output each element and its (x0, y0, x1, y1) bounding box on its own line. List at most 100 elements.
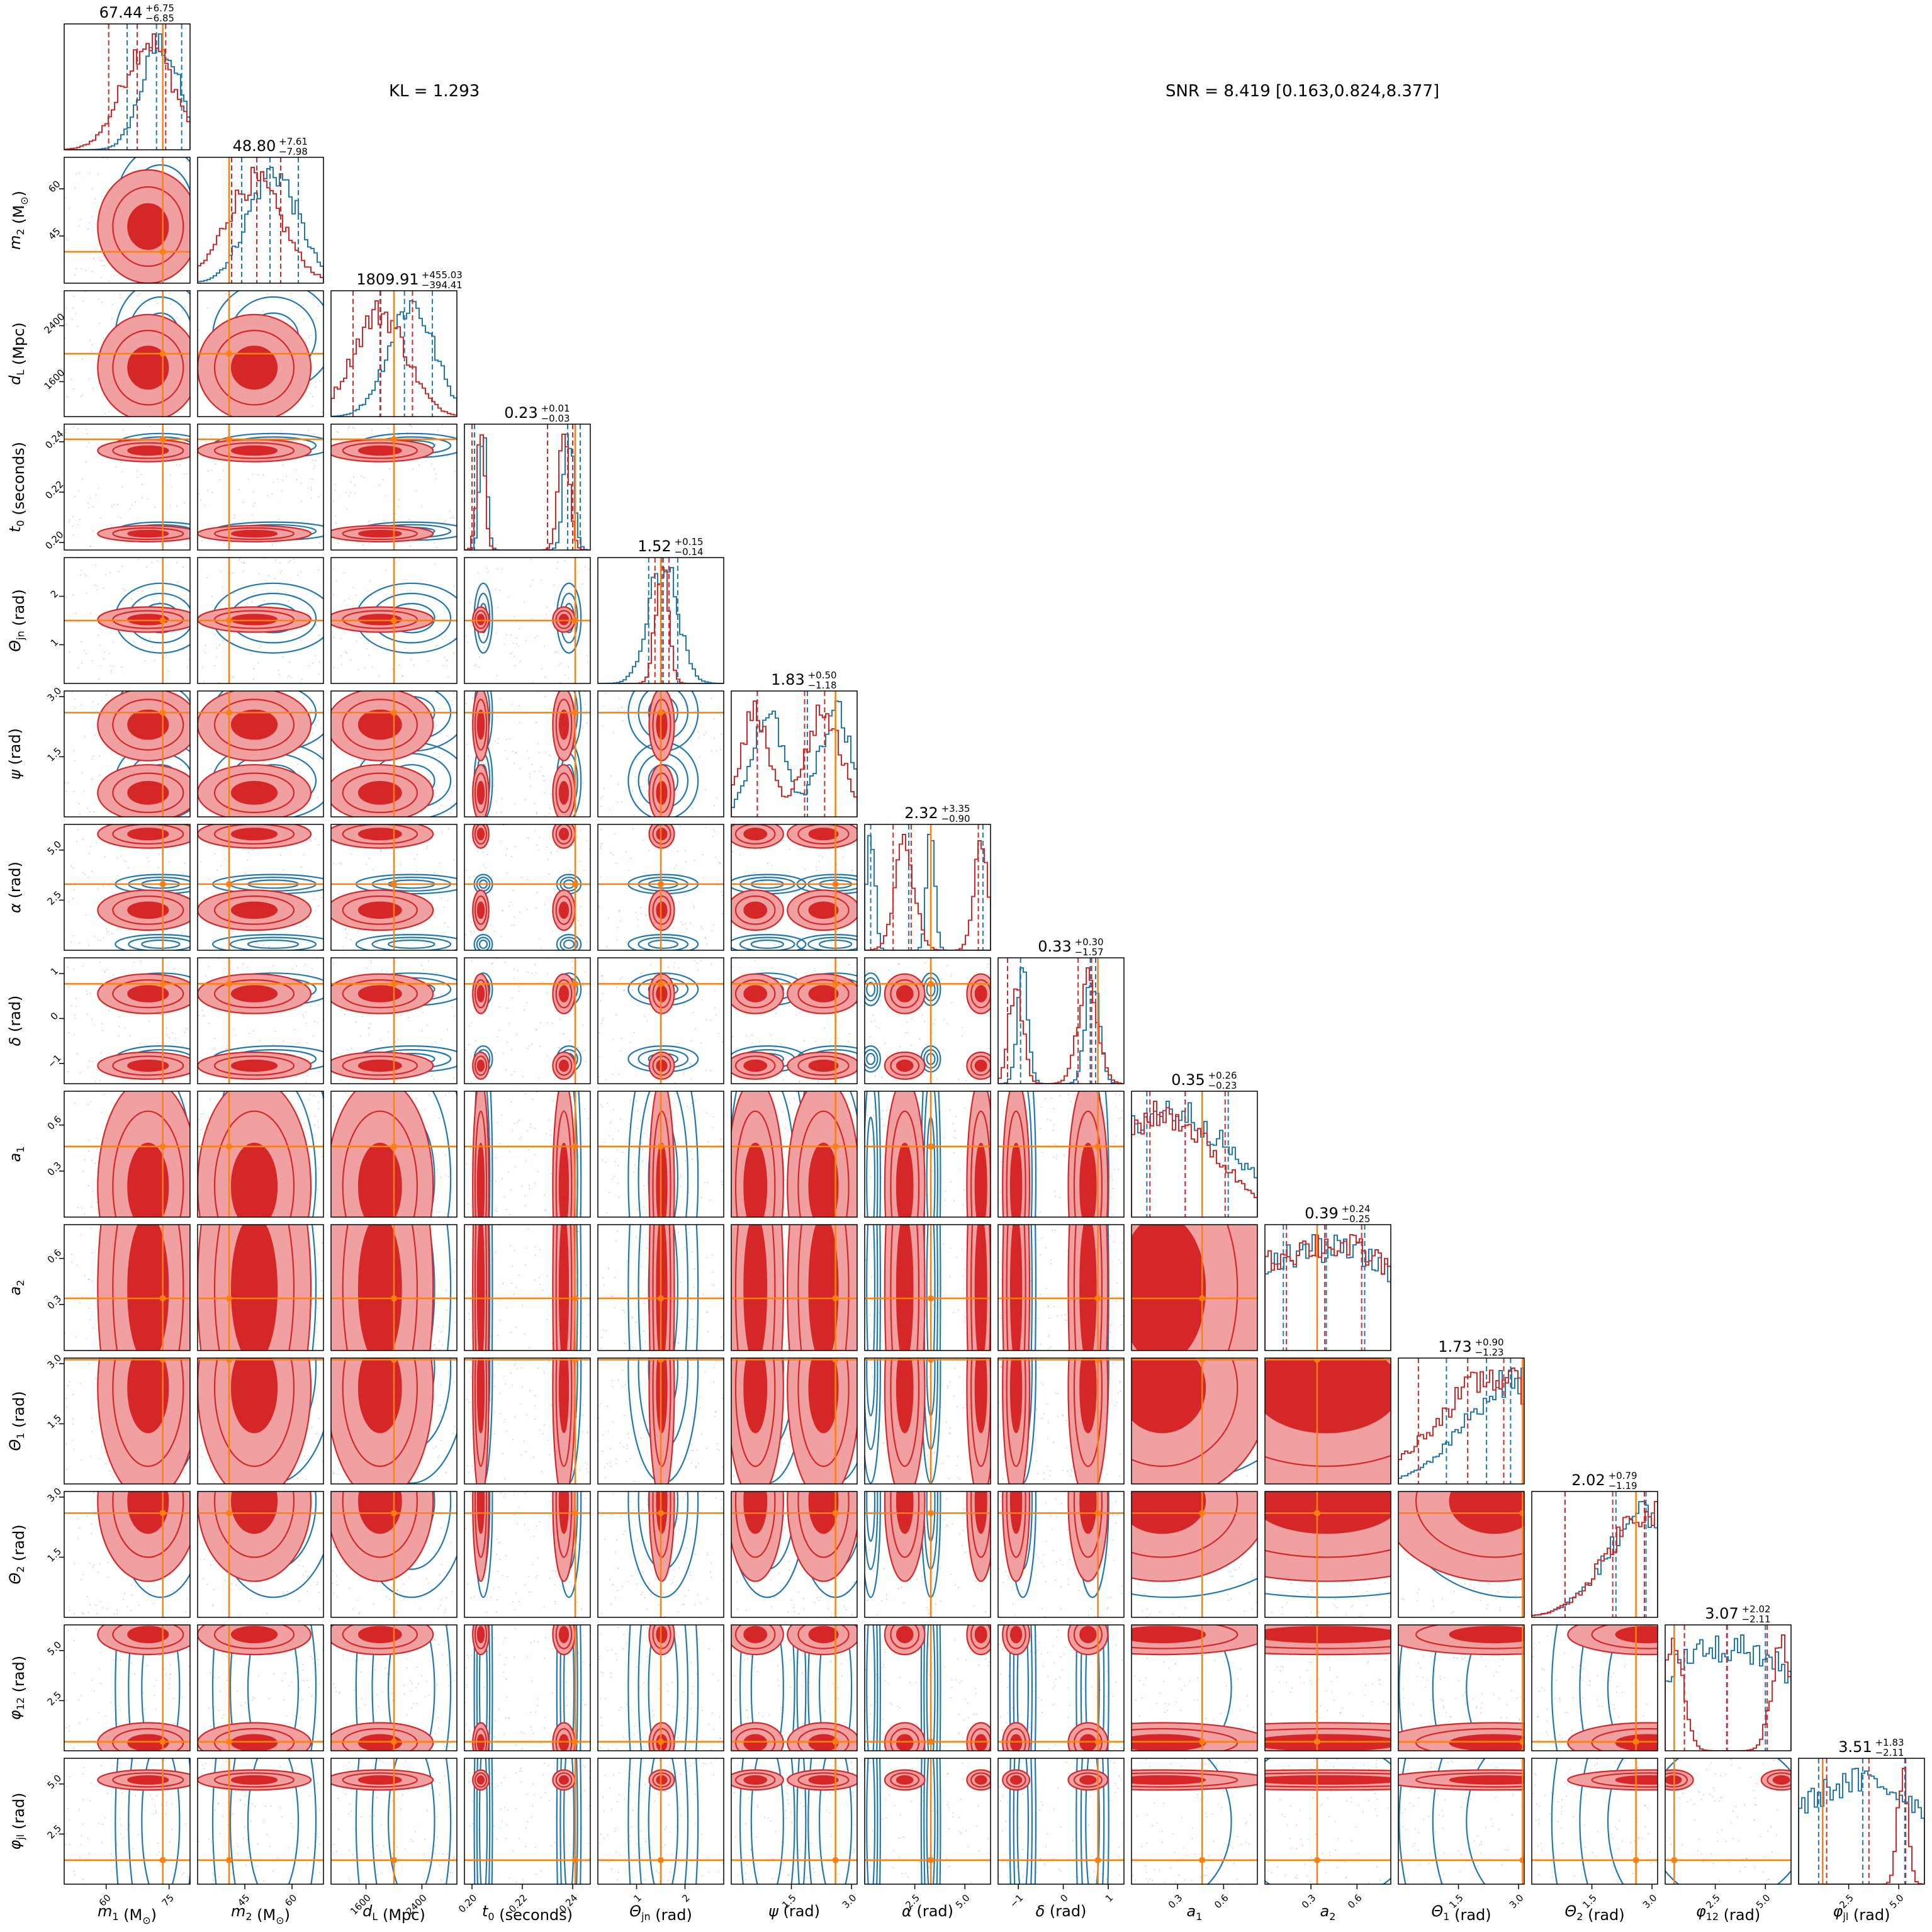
scatter-point (95, 494, 97, 496)
scatter-point (102, 1030, 104, 1031)
scatter-point (955, 1116, 957, 1118)
scatter-point (341, 863, 342, 865)
scatter-point (609, 1135, 610, 1137)
scatter-point (322, 1242, 323, 1244)
scatter-point (311, 710, 313, 712)
scatter-point (351, 1047, 352, 1049)
scatter-point (429, 1094, 430, 1095)
scatter-point (75, 997, 77, 999)
y-tick-label: 1 (48, 965, 60, 977)
scatter-point (314, 465, 316, 467)
scatter-point (73, 750, 75, 751)
scatter-point (306, 889, 308, 891)
scatter-point (576, 836, 578, 838)
scatter-point (799, 1081, 800, 1082)
scatter-point (683, 724, 685, 726)
scatter-point (600, 806, 602, 807)
panel-a1-vs-dL (330, 1091, 458, 1218)
contour-blue-level-2 (866, 1052, 876, 1065)
scatter-point (218, 644, 220, 646)
scatter-point (872, 970, 873, 971)
scatter-point (873, 1115, 875, 1117)
contour-red-level-2 (230, 985, 278, 1003)
scatter-point (516, 643, 518, 645)
scatter-point (93, 258, 94, 259)
scatter-point (64, 782, 66, 784)
scatter-point (253, 668, 255, 670)
scatter-point (691, 1103, 693, 1104)
scatter-point (629, 1123, 630, 1125)
scatter-point (361, 760, 362, 761)
scatter-point (528, 1184, 530, 1186)
scatter-point (422, 969, 424, 970)
scatter-point (274, 578, 276, 579)
contour-red-level-2 (743, 1225, 768, 1351)
scatter-point (282, 656, 284, 658)
scatter-point (415, 1098, 417, 1099)
scatter-point (347, 933, 348, 935)
scatter-point (537, 1171, 539, 1172)
scatter-point (617, 802, 619, 804)
scatter-point (398, 499, 400, 500)
scatter-point (1050, 1120, 1052, 1121)
scatter-point (795, 1091, 797, 1093)
scatter-point (179, 411, 181, 413)
scatter-point (181, 932, 183, 934)
panel-a1-vs-psi (731, 1091, 858, 1218)
scatter-point (1000, 1160, 1002, 1162)
truth-point (391, 980, 397, 987)
scatter-point (698, 737, 700, 738)
scatter-point (625, 941, 627, 943)
scatter-point (950, 1247, 952, 1249)
scatter-point (504, 644, 505, 645)
scatter-point (338, 893, 340, 895)
scatter-point (714, 831, 716, 833)
scatter-point (90, 846, 91, 847)
scatter-point (451, 809, 452, 810)
scatter-point (238, 488, 240, 490)
scatter-point (442, 638, 444, 639)
scatter-point (1122, 1242, 1123, 1244)
scatter-point (506, 739, 507, 740)
hist-a1: 0.35 +0.26−0.23 (1131, 1070, 1258, 1218)
scatter-point (485, 974, 486, 976)
scatter-point (511, 997, 513, 999)
scatter-point (81, 268, 82, 270)
scatter-point (177, 581, 179, 583)
truth-point (1199, 1295, 1206, 1302)
scatter-point (438, 753, 440, 755)
scatter-point (1048, 1317, 1050, 1319)
scatter-point (1113, 1241, 1115, 1242)
scatter-point (520, 877, 522, 878)
scatter-point (675, 902, 677, 904)
scatter-point (371, 429, 373, 430)
scatter-point (293, 327, 295, 329)
scatter-point (490, 1335, 491, 1337)
scatter-point (624, 710, 626, 711)
contour-red-level-2 (896, 1142, 914, 1217)
scatter-point (693, 1325, 695, 1327)
scatter-point (612, 854, 614, 856)
scatter-point (486, 568, 488, 570)
scatter-point (550, 1173, 552, 1174)
scatter-point (1039, 1212, 1041, 1213)
panel-a2-vs-delta (997, 1224, 1125, 1351)
scatter-point (709, 1070, 711, 1072)
scatter-point (490, 1138, 491, 1140)
scatter-point (631, 1317, 633, 1319)
panel-delta-vs-t0 (464, 957, 591, 1084)
scatter-point (1053, 1306, 1055, 1308)
panel-delta-vs-dL (330, 957, 458, 1084)
scatter-point (547, 973, 548, 975)
scatter-point (386, 971, 388, 973)
scatter-point (160, 1014, 162, 1016)
scatter-point (86, 429, 87, 430)
panel-frame (330, 1091, 458, 1218)
hist-title: 0.23 (504, 404, 537, 422)
scatter-point (464, 934, 466, 935)
scatter-point (622, 1152, 624, 1154)
scatter-point (1111, 1175, 1112, 1177)
scatter-point (1038, 1318, 1040, 1320)
scatter-point (311, 879, 312, 880)
contour-blue-level-0 (627, 1225, 699, 1351)
